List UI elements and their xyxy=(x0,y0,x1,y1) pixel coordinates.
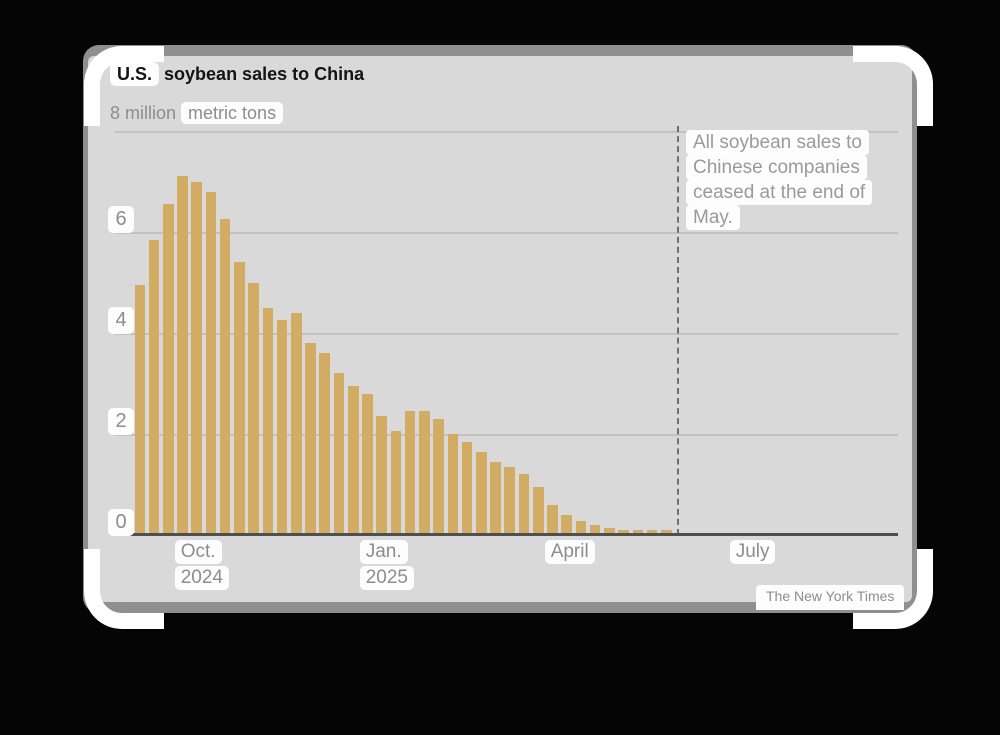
bar-week-36 xyxy=(632,529,644,535)
bar-week-25 xyxy=(476,451,487,535)
bar-week-1 xyxy=(134,285,146,535)
bar-week-9 xyxy=(248,282,259,535)
bar-week-38 xyxy=(661,529,672,535)
frame-corner-bottom-right xyxy=(853,549,933,629)
annotation-line: May. xyxy=(686,205,740,230)
bar-week-12 xyxy=(291,312,302,535)
chart-subtitle-highlight: metric tons xyxy=(181,102,284,124)
bar-week-28 xyxy=(518,474,530,535)
bar-week-11 xyxy=(276,320,288,535)
x-tick-month: Oct. xyxy=(174,540,222,564)
bar-week-30 xyxy=(547,504,558,535)
frame-corner-top-right xyxy=(853,46,933,126)
y-tick-6: 6 xyxy=(108,206,134,233)
bar-week-31 xyxy=(561,514,572,535)
x-tick-jan: Jan. 2025 xyxy=(359,540,414,591)
x-tick-month: July xyxy=(729,540,776,564)
bar-week-3 xyxy=(162,204,174,535)
annotation-line: ceased at the end of xyxy=(686,180,873,205)
bar-week-4 xyxy=(177,176,188,535)
bar-week-6 xyxy=(205,191,217,535)
sales-ceased-divider-line xyxy=(676,126,679,535)
bar-week-26 xyxy=(490,461,501,535)
bar-week-33 xyxy=(589,525,601,535)
x-tick-oct: Oct. 2024 xyxy=(174,540,229,591)
bar-week-20 xyxy=(404,411,416,535)
bar-week-7 xyxy=(219,219,231,535)
frame-corner-top-left xyxy=(84,46,164,126)
bar-week-18 xyxy=(376,416,387,535)
bar-week-27 xyxy=(504,466,516,535)
annotation-callout: All soybean sales to Chinese companies cea… xyxy=(686,130,873,230)
bar-week-23 xyxy=(447,434,459,535)
bar-week-21 xyxy=(419,411,430,535)
bar-week-22 xyxy=(433,418,444,535)
gridline-6 xyxy=(115,232,898,234)
bar-week-19 xyxy=(390,431,402,535)
bar-week-15 xyxy=(333,373,345,535)
annotation-line: All soybean sales to xyxy=(686,130,869,155)
bar-week-5 xyxy=(191,181,202,535)
x-tick-month: Jan. xyxy=(359,540,408,564)
gridline-4 xyxy=(115,333,898,335)
bar-week-2 xyxy=(148,239,160,535)
gridline-2 xyxy=(115,434,898,436)
y-tick-0: 0 xyxy=(108,509,134,536)
bar-week-24 xyxy=(461,441,473,535)
y-tick-4: 4 xyxy=(108,307,134,334)
bar-week-8 xyxy=(234,262,245,535)
annotation-line: Chinese companies xyxy=(686,155,867,180)
bar-week-34 xyxy=(604,527,615,535)
y-tick-2: 2 xyxy=(108,408,134,435)
x-tick-year: 2024 xyxy=(174,566,229,590)
x-tick-month: April xyxy=(544,540,595,564)
bar-week-16 xyxy=(347,386,359,535)
bar-week-10 xyxy=(262,307,274,535)
x-tick-april: April xyxy=(544,540,595,565)
x-tick-year: 2025 xyxy=(359,566,414,590)
bar-week-17 xyxy=(362,393,373,535)
chart-title-rest: soybean sales to China xyxy=(164,64,365,84)
x-axis-baseline xyxy=(113,533,898,536)
bar-week-13 xyxy=(305,343,316,535)
bar-week-35 xyxy=(618,529,629,535)
bar-week-32 xyxy=(575,521,587,535)
x-tick-july: July xyxy=(729,540,776,565)
bar-week-29 xyxy=(532,487,544,535)
gridline-8 xyxy=(115,131,898,133)
frame-corner-bottom-left xyxy=(84,549,164,629)
bar-week-37 xyxy=(646,529,658,535)
bar-week-14 xyxy=(319,353,331,535)
